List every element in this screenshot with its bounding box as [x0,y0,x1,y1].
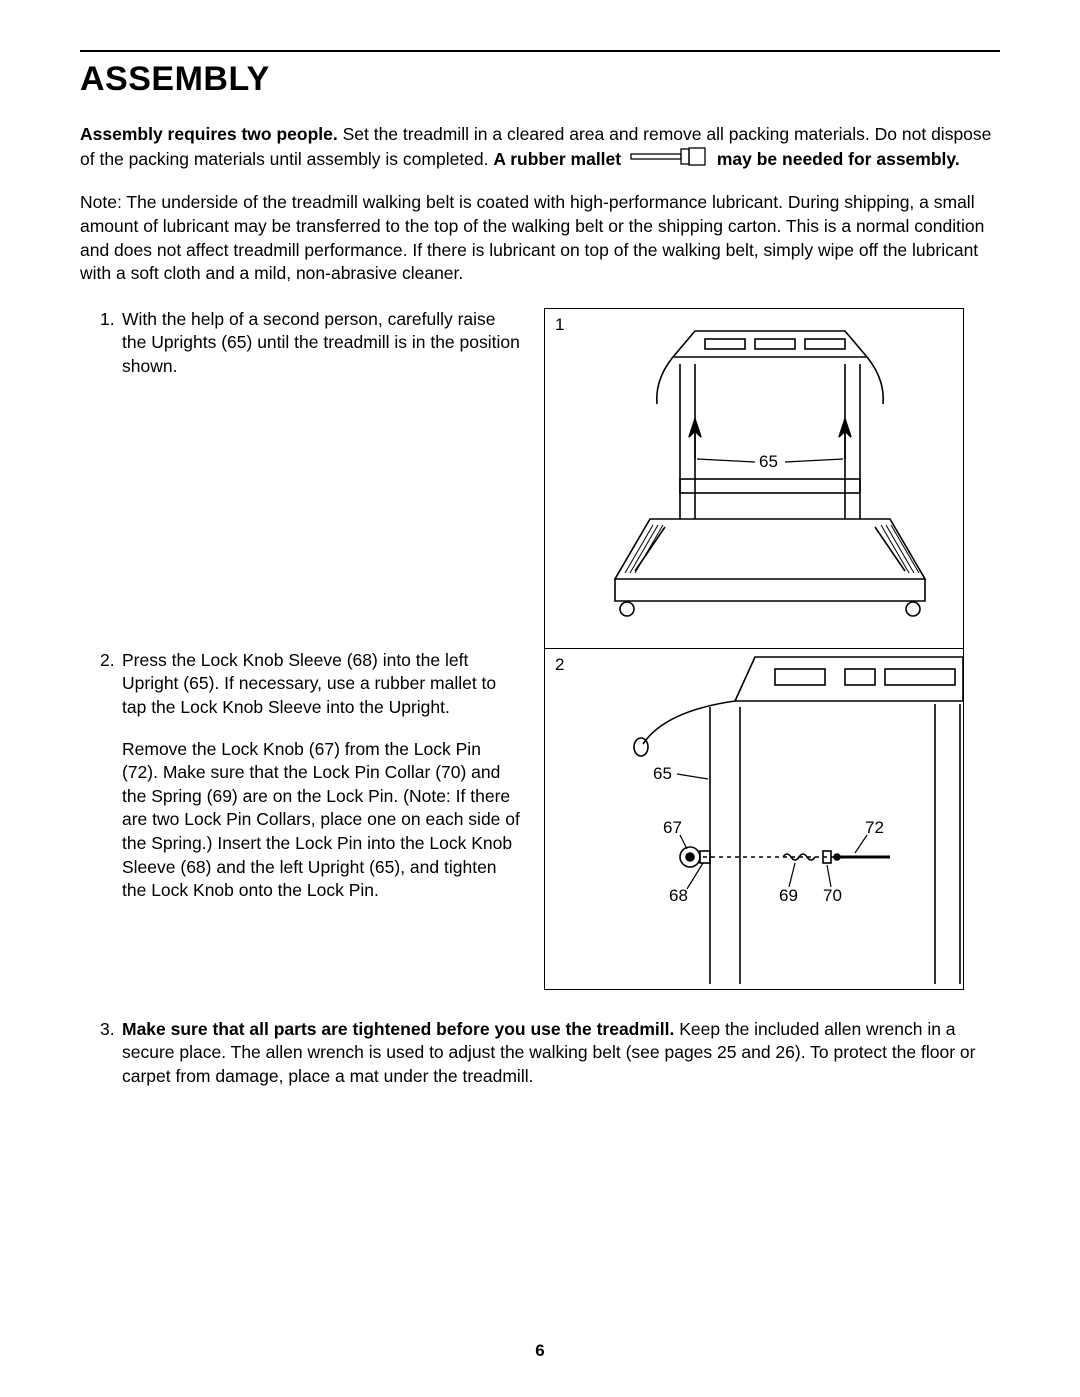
assembly-page: ASSEMBLY Assembly requires two people. S… [0,0,1080,1397]
step-2: 2. Press the Lock Knob Sleeve (68) into … [100,649,520,903]
step-3-number: 3. [100,1018,115,1042]
fig2-label-70: 70 [823,886,842,905]
figure-2-number: 2 [555,655,564,675]
fig2-label-72: 72 [865,818,884,837]
figure-1-number: 1 [555,315,564,335]
fig2-label-69: 69 [779,886,798,905]
steps-and-figures: 1. With the help of a second person, car… [80,308,1000,990]
step-3: 3. Make sure that all parts are tightene… [80,1018,1000,1089]
intro-tail-bold: may be needed for assembly. [717,149,960,169]
intro-lead-bold: Assembly requires two people. [80,124,338,144]
fig1-label-65: 65 [759,452,778,471]
mallet-icon [630,147,708,174]
figure-1: 1 [545,309,963,649]
fig2-label-65: 65 [653,764,672,783]
lubricant-note: Note: The underside of the treadmill wal… [80,191,1000,286]
fig2-label-68: 68 [669,886,688,905]
steps-column: 1. With the help of a second person, car… [80,308,520,990]
step-3-bold: Make sure that all parts are tightened b… [122,1019,674,1039]
figure-2: 2 [545,649,963,989]
step-2-p1: Press the Lock Knob Sleeve (68) into the… [122,649,520,720]
step-1: 1. With the help of a second person, car… [100,308,520,379]
figure-stack: 1 [544,308,964,990]
page-number: 6 [0,1341,1080,1361]
intro-paragraph: Assembly requires two people. Set the tr… [80,123,1000,173]
top-rule [80,50,1000,52]
figure-2-svg: 65 67 68 69 70 72 [545,649,963,987]
step-1-number: 1. [100,308,115,332]
intro-mallet-bold: A rubber mallet [493,149,621,169]
page-title: ASSEMBLY [80,60,1000,99]
step-2-p2: Remove the Lock Knob (67) from the Lock … [122,738,520,903]
fig2-label-67: 67 [663,818,682,837]
figure-1-svg: 65 [545,309,963,647]
step-1-text: With the help of a second person, carefu… [122,308,520,379]
figures-column: 1 [544,308,1000,990]
step-2-number: 2. [100,649,115,673]
